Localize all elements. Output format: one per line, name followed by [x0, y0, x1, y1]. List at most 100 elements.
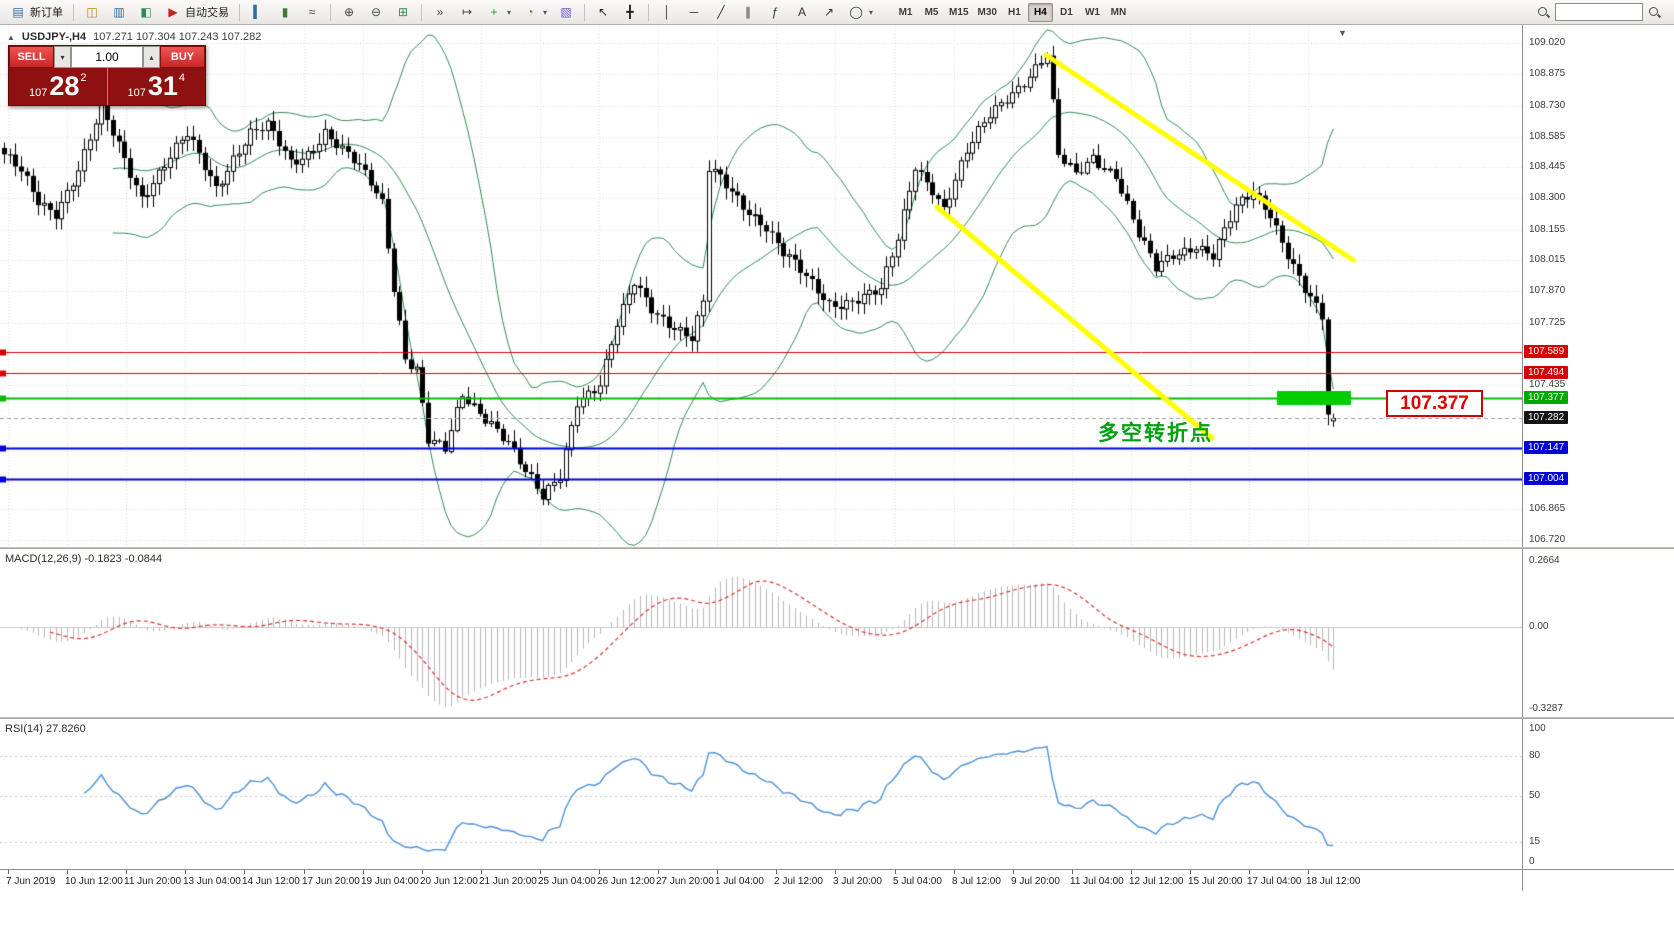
sell-button[interactable]: SELL	[9, 46, 54, 68]
time-tick	[1072, 870, 1073, 874]
templates-icon[interactable]: ▧	[553, 2, 579, 23]
panel-separator[interactable]	[0, 717, 1674, 719]
candlestick-chart-icon[interactable]: ▮	[272, 2, 298, 23]
new-order-button[interactable]: ▤ 新订单	[5, 2, 68, 23]
chart-ohlc-values: 107.271 107.304 107.243 107.282	[93, 31, 262, 43]
toolbar-search	[1537, 3, 1661, 21]
shapes-icon[interactable]: ◯ ▾	[843, 2, 878, 23]
periods-clock-icon[interactable]: ◔ ▾	[517, 2, 552, 23]
toolbar-separator	[648, 3, 650, 21]
market-watch-icon: ◧	[140, 5, 152, 19]
macd-axis-label: -0.3287	[1529, 703, 1563, 714]
toolbar-separator	[584, 3, 586, 21]
search-icon	[1537, 6, 1550, 19]
rsi-axis-label: 15	[1529, 836, 1541, 847]
toolbar: ▤ 新订单 ◫ ▥ ◧ ▶ 自动交易 ▍ ▮ ≈ ⊕ ⊖ ⊞» ↦ + ▾ ◔ ▾ ▧ ↖ ╋ │ ─ ╱ ∥ ƒ A ↗ ◯ ▾ M1 M5…	[0, 0, 1674, 25]
volume-decrease-button[interactable]: ▾	[54, 46, 71, 68]
time-scale[interactable]: 7 Jun 2019 10 Jun 12:00 11 Jun 20:00 13 Jun…	[0, 869, 1674, 891]
indicators-add-icon-dropdown[interactable]: ▾	[507, 7, 512, 17]
bar-chart-icon[interactable]: ▍	[245, 2, 271, 23]
text-icon[interactable]: A	[789, 2, 815, 23]
trade-panel-controls: SELL ▾ ▴ BUY	[9, 46, 205, 68]
timeframe-m5[interactable]: M5	[919, 3, 944, 22]
time-axis-label: 20 Jun 12:00	[420, 876, 478, 887]
crosshair-icon[interactable]: ╋	[617, 2, 643, 23]
time-tick	[481, 870, 482, 874]
price-tag-107.004: 107.004	[1524, 472, 1569, 485]
tile-windows-icon[interactable]: ⊞	[390, 2, 416, 23]
timeframe-mn[interactable]: MN	[1106, 3, 1131, 22]
time-tick	[776, 870, 777, 874]
channel-icon[interactable]: ∥	[735, 2, 761, 23]
time-axis-label: 5 Jul 04:00	[893, 876, 942, 887]
profiles-icon: ▥	[113, 5, 125, 19]
time-axis-label: 14 Jun 12:00	[242, 876, 300, 887]
time-tick	[1131, 870, 1132, 874]
price-flag-label: 107.377	[1386, 390, 1483, 417]
sell-price-prefix: 107	[28, 87, 48, 99]
timeframe-w1[interactable]: W1	[1080, 3, 1105, 22]
price-scale-column[interactable]: 109.020 108.875 108.730 108.585 108.445 108.3…	[1522, 25, 1674, 891]
shapes-icon-dropdown[interactable]: ▾	[869, 7, 874, 17]
timeframe-h1[interactable]: H1	[1002, 3, 1027, 22]
chart-shift-icon[interactable]: ↦	[454, 2, 480, 23]
time-tick	[835, 870, 836, 874]
indicators-add-icon[interactable]: + ▾	[481, 2, 516, 23]
profiles-icon[interactable]: ▥	[106, 2, 132, 23]
price-axis-label: 106.720	[1529, 534, 1566, 545]
line-chart-icon[interactable]: ≈	[299, 2, 325, 23]
timeframe-d1[interactable]: D1	[1054, 3, 1079, 22]
time-tick	[67, 870, 68, 874]
auto-scroll-icon[interactable]: »	[427, 2, 453, 23]
periods-clock-icon: ◔	[526, 5, 534, 19]
buy-button[interactable]: BUY	[160, 46, 205, 68]
price-axis-label: 108.300	[1529, 192, 1566, 203]
rsi-axis-label: 100	[1529, 723, 1546, 734]
time-axis-label: 18 Jul 12:00	[1306, 876, 1361, 887]
new-chart-icon[interactable]: ◫	[79, 2, 105, 23]
arrows-icon[interactable]: ↗	[816, 2, 842, 23]
volume-input[interactable]	[71, 46, 143, 68]
trade-panel-prices: 107 28 2 107 31 4	[9, 68, 205, 105]
price-axis-label: 108.585	[1529, 131, 1566, 142]
search-input[interactable]	[1555, 3, 1643, 21]
zoom-out-icon[interactable]: ⊖	[363, 2, 389, 23]
horizontal-line-icon[interactable]: ─	[681, 2, 707, 23]
cursor-icon[interactable]: ↖	[590, 2, 616, 23]
rsi-axis-label: 50	[1529, 790, 1541, 801]
time-tick	[1190, 870, 1191, 874]
tile-windows-icon: ⊞	[397, 5, 409, 19]
price-axis-label: 107.725	[1529, 317, 1566, 328]
market-watch-icon[interactable]: ◧	[133, 2, 159, 23]
sell-price-display: 107 28 2	[9, 68, 107, 105]
price-chart-canvas[interactable]	[0, 25, 1522, 547]
volume-increase-button[interactable]: ▴	[143, 46, 160, 68]
time-tick	[8, 870, 9, 874]
timeframe-m1[interactable]: M1	[893, 3, 918, 22]
macd-canvas[interactable]	[0, 549, 1522, 717]
toolbar-separator	[421, 3, 422, 21]
search-go-icon[interactable]	[1648, 6, 1661, 19]
rsi-panel: RSI(14) 27.8260	[0, 719, 1674, 869]
autotrading-button[interactable]: ▶ 自动交易	[160, 2, 234, 23]
time-tick	[895, 870, 896, 874]
time-tick	[244, 870, 245, 874]
rsi-canvas[interactable]	[0, 719, 1522, 869]
time-tick	[658, 870, 659, 874]
timeframe-h4[interactable]: H4	[1027, 2, 1053, 22]
time-tick	[1249, 870, 1250, 874]
time-axis-label: 25 Jun 04:00	[538, 876, 596, 887]
chart-symbol-period: USDJPY-,H4	[21, 31, 87, 43]
bar-chart-icon: ▍	[253, 5, 263, 19]
vertical-line-icon[interactable]: │	[654, 2, 680, 23]
periods-clock-icon-dropdown[interactable]: ▾	[543, 7, 548, 17]
timeframe-m15[interactable]: M15	[945, 3, 972, 22]
fibonacci-icon[interactable]: ƒ	[762, 2, 788, 23]
panel-separator[interactable]	[0, 547, 1674, 549]
trendline-icon[interactable]: ╱	[708, 2, 734, 23]
zoom-in-icon[interactable]: ⊕	[336, 2, 362, 23]
timeframe-m30[interactable]: M30	[974, 3, 1001, 22]
macd-label: MACD(12,26,9) -0.1823 -0.0844	[5, 553, 163, 565]
time-axis-label: 15 Jul 20:00	[1188, 876, 1243, 887]
time-axis-label: 9 Jul 20:00	[1011, 876, 1060, 887]
